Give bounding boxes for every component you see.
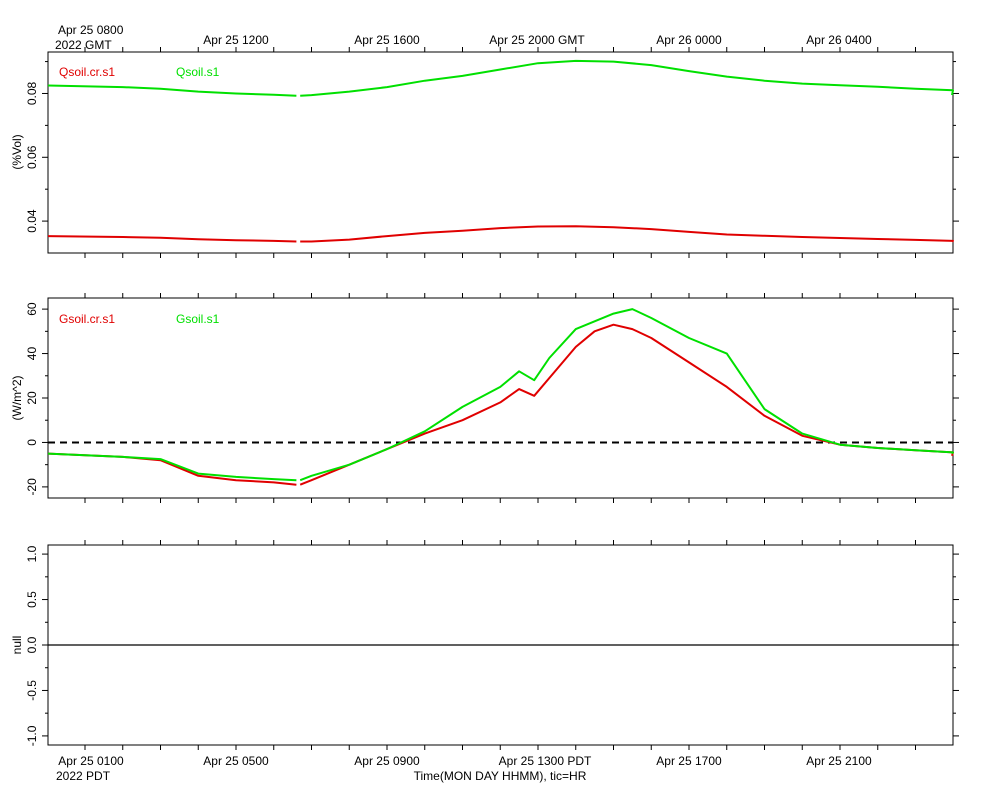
top-axis-year-label: 2022 GMT (55, 38, 112, 52)
ticks-group: 0.04 0.06 0.08 (25, 47, 959, 258)
top-axis-label: Apr 25 2000 GMT (489, 33, 585, 47)
bottom-axis-label: Apr 25 0500 (203, 754, 269, 768)
top-axis-label: Apr 26 0000 (656, 33, 722, 47)
series-line-Gsoil.s1 (299, 308, 954, 482)
series-line-Gsoil.s1 (47, 452, 297, 482)
y-axis-label: null (10, 636, 24, 655)
panel-null: null -1.0 -0.5 0.0 0.5 1.0 (10, 540, 959, 750)
y-tick-label: 0.0 (25, 636, 39, 653)
series-line-Qsoil.cr.s1 (47, 235, 297, 243)
legend-gsoil-cr: Gsoil.cr.s1 (59, 312, 115, 326)
bottom-axis-label: Apr 25 0100 (58, 754, 124, 768)
y-tick-label: 1.0 (25, 545, 39, 562)
series-line-Qsoil.cr.s1 (300, 225, 954, 243)
y-tick-label: -1.0 (25, 725, 39, 746)
legend-qsoil-cr: Qsoil.cr.s1 (59, 65, 115, 79)
y-tick-label: 20 (25, 391, 39, 405)
bottom-axis-label: Apr 25 1700 (656, 754, 722, 768)
y-axis-label: (W/m^2) (10, 376, 24, 421)
ticks-group: -20 0 20 40 60 (25, 293, 959, 503)
panel-soil-moisture: Qsoil.cr.s1 Qsoil.s1 (%Vol) 0.04 0.06 0.08 (10, 47, 959, 258)
y-tick-label: -20 (25, 478, 39, 496)
series-group (47, 308, 954, 486)
y-tick-label: 40 (25, 347, 39, 361)
y-tick-label: 60 (25, 302, 39, 316)
series-line-Qsoil.s1 (47, 84, 297, 97)
bottom-axis-label: Apr 25 1300 PDT (499, 754, 592, 768)
y-tick-label: 0.08 (25, 81, 39, 105)
y-tick-label: 0 (25, 439, 39, 446)
y-axis-label: (%Vol) (10, 134, 24, 169)
bottom-axis-label: Apr 25 0900 (354, 754, 420, 768)
legend-qsoil: Qsoil.s1 (176, 65, 220, 79)
series-group (47, 59, 954, 243)
series-line-Qsoil.s1 (300, 59, 954, 97)
series-line-Gsoil.cr.s1 (47, 452, 297, 486)
series-line-Gsoil.cr.s1 (299, 323, 954, 486)
y-tick-label: -0.5 (25, 680, 39, 701)
panel-soil-heat-flux: Gsoil.cr.s1 Gsoil.s1 (W/m^2) -20 0 20 40 60 (10, 293, 959, 503)
top-axis-label: Apr 25 1200 (203, 33, 269, 47)
top-axis-first-label: Apr 25 0800 (58, 23, 124, 37)
top-axis-label: Apr 26 0400 (806, 33, 872, 47)
x-axis-title: Time(MON DAY HHMM), tic=HR (414, 769, 587, 783)
plot-frame (47, 51, 954, 254)
y-tick-label: 0.06 (25, 145, 39, 169)
bottom-axis-year-label: 2022 PDT (56, 769, 111, 783)
top-axis-label: Apr 25 1600 (354, 33, 420, 47)
ticks-group: -1.0 -0.5 0.0 0.5 1.0 (25, 540, 959, 750)
legend-gsoil: Gsoil.s1 (176, 312, 220, 326)
y-tick-label: 0.04 (25, 209, 39, 233)
y-tick-label: 0.5 (25, 591, 39, 608)
bottom-axis-label: Apr 25 2100 (806, 754, 872, 768)
